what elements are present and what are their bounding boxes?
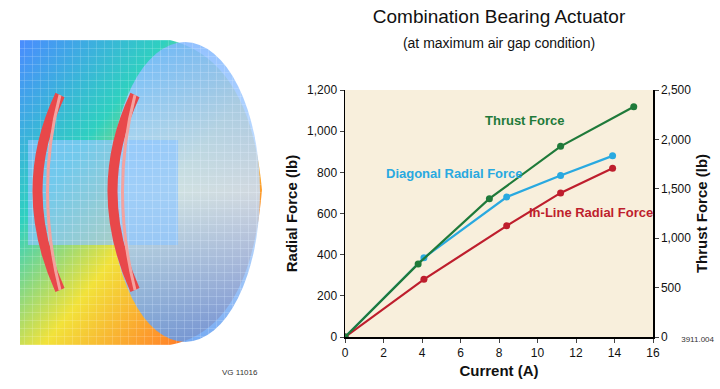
- svg-text:Radial Force (lb): Radial Force (lb): [283, 155, 300, 273]
- svg-text:2,500: 2,500: [661, 83, 691, 97]
- svg-text:14: 14: [608, 346, 622, 360]
- svg-text:16: 16: [646, 346, 660, 360]
- svg-text:4: 4: [419, 346, 426, 360]
- svg-text:600: 600: [317, 207, 337, 221]
- svg-text:2: 2: [380, 346, 387, 360]
- svg-text:0: 0: [330, 330, 337, 344]
- svg-text:12: 12: [569, 346, 583, 360]
- svg-text:1,000: 1,000: [307, 124, 337, 138]
- svg-text:Thrust Force (lb): Thrust Force (lb): [693, 154, 710, 273]
- svg-text:200: 200: [317, 289, 337, 303]
- svg-text:1,000: 1,000: [661, 231, 691, 245]
- html-text:VG 11016: VG 11016: [222, 368, 258, 377]
- svg-text:8: 8: [496, 346, 503, 360]
- svg-text:500: 500: [661, 281, 681, 295]
- svg-text:In-Line Radial Force: In-Line Radial Force: [529, 205, 653, 220]
- svg-text:10: 10: [531, 346, 545, 360]
- html-text:3911.004: 3911.004: [681, 335, 714, 344]
- svg-text:Thrust Force: Thrust Force: [485, 113, 564, 128]
- svg-text:Combination Bearing Actuator(a: Combination Bearing Actuator(at maximum …: [373, 6, 626, 51]
- svg-text:6: 6: [457, 346, 464, 360]
- svg-text:0: 0: [342, 346, 349, 360]
- svg-text:1,500: 1,500: [661, 182, 691, 196]
- svg-text:0: 0: [661, 330, 668, 344]
- svg-text:800: 800: [317, 166, 337, 180]
- svg-text:Current (A): Current (A): [459, 362, 538, 379]
- svg-text:400: 400: [317, 248, 337, 262]
- svg-text:2,000: 2,000: [661, 133, 691, 147]
- svg-text:Diagonal Radial Force: Diagonal Radial Force: [386, 166, 523, 181]
- svg-text:1,200: 1,200: [307, 83, 337, 97]
